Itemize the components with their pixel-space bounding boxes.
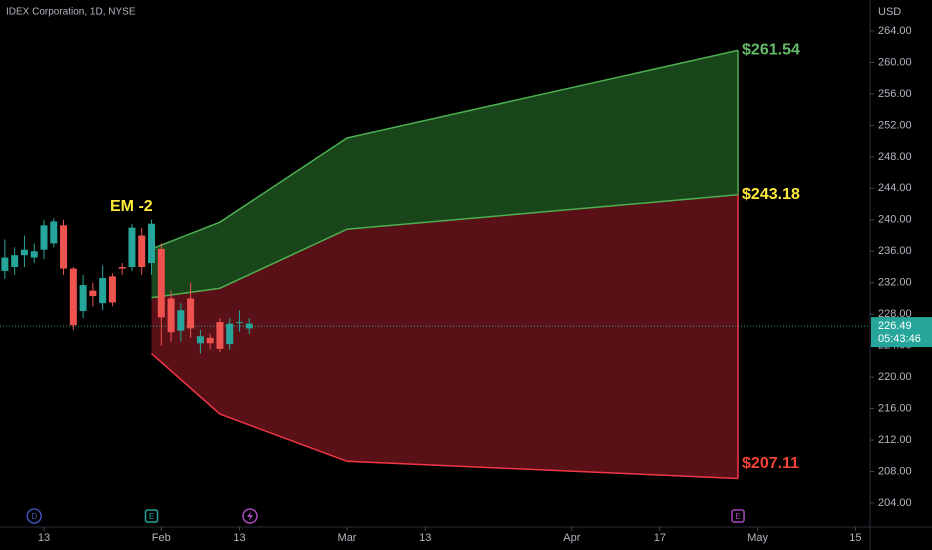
band-label: $261.54 (742, 42, 800, 59)
candle-body (1, 257, 9, 271)
y-tick-label: 264.00 (878, 25, 912, 37)
lower-band-area (151, 194, 739, 479)
y-tick-label: 220.00 (878, 371, 912, 383)
candle-body (216, 322, 224, 349)
candle-body (226, 323, 234, 345)
candle-body (99, 278, 107, 304)
upper-band-line (151, 49, 739, 250)
event-icon (26, 508, 42, 524)
candle-body (60, 225, 68, 269)
candle-body (235, 322, 243, 324)
candle-body (167, 298, 175, 333)
candle-body (245, 323, 253, 329)
x-tick-label: Feb (152, 532, 171, 544)
x-tick-label: 15 (849, 532, 861, 544)
x-tick-label: 13 (419, 532, 431, 544)
candle-body (108, 276, 116, 303)
candle-body (206, 337, 214, 344)
x-tick-label: 13 (38, 532, 50, 544)
event-icon (731, 509, 745, 523)
candle-body (89, 290, 97, 297)
price-badge (871, 317, 932, 348)
candle-body (187, 298, 195, 329)
candle-body (196, 336, 204, 344)
x-tick-label: Apr (563, 532, 580, 544)
upper-band-area (151, 50, 739, 298)
candle-body (157, 248, 165, 318)
band-label: $207.11 (742, 455, 799, 472)
lower-band-line (151, 352, 739, 480)
x-tick-label: 13 (233, 532, 245, 544)
y-tick-label: 248.00 (878, 151, 912, 163)
candle-body (118, 267, 126, 269)
countdown: 05:43:46 (878, 333, 921, 345)
icon-bolt (247, 511, 253, 521)
candle-body (79, 285, 87, 312)
icon-circle (242, 508, 258, 524)
event-label: E (735, 512, 740, 521)
event-icon (144, 509, 159, 523)
x-tick-label: 17 (654, 532, 666, 544)
candle-body (11, 255, 19, 267)
y-tick-label: 252.00 (878, 119, 912, 131)
y-tick-label: 232.00 (878, 277, 912, 289)
candle-body (20, 249, 28, 256)
y-tick-label: 204.00 (878, 497, 912, 509)
y-tick-label: 236.00 (878, 245, 912, 257)
candle-body (69, 268, 77, 326)
candle-body (138, 235, 146, 267)
candle-body (177, 310, 185, 331)
candle-body (40, 225, 48, 250)
price-badge-label: 226.49 (878, 320, 912, 332)
y-tick-label: 208.00 (878, 465, 912, 477)
lightning-icon[interactable] (242, 508, 258, 524)
candle-body (128, 227, 136, 267)
y-tick-label: 240.00 (878, 214, 912, 226)
candle-body (30, 251, 38, 258)
band-label: $243.18 (742, 186, 800, 203)
y-tick-label: 212.00 (878, 434, 912, 446)
y-tick-label: 256.00 (878, 88, 912, 100)
event-label: D (31, 512, 37, 521)
x-tick-label: Mar (338, 532, 357, 544)
currency: USD (878, 6, 901, 18)
middle-band-line (151, 194, 739, 299)
event-label: E (149, 512, 154, 521)
annotation: EM -2 (110, 198, 153, 215)
y-tick-label: 244.00 (878, 182, 912, 194)
x-tick-label: May (747, 532, 768, 544)
y-tick-label: 216.00 (878, 403, 912, 415)
y-tick-label: 260.00 (878, 56, 912, 68)
chart-title: IDEX Corporation, 1D, NYSE (6, 7, 136, 18)
candle-body (50, 221, 58, 244)
candle-body (148, 223, 156, 264)
